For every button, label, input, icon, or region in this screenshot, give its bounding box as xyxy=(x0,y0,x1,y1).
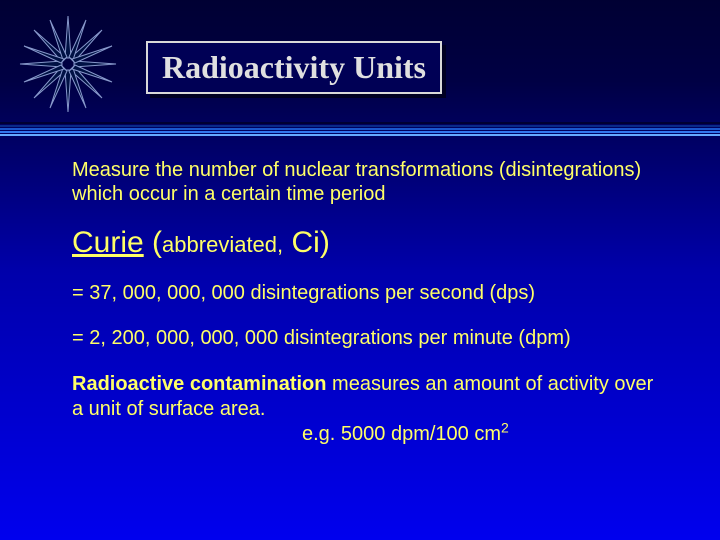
curie-abbrev-label: abbreviated, xyxy=(162,232,283,257)
example-value: 5000 dpm/100 cm xyxy=(341,423,501,445)
curie-name: Curie xyxy=(72,226,144,259)
slide-title: Radioactivity Units xyxy=(162,49,426,85)
divider xyxy=(0,122,720,138)
contamination-lead: Radioactive contamination xyxy=(72,373,327,395)
contamination-example: e.g. 5000 dpm/100 cm2 xyxy=(72,422,668,447)
intro-paragraph: Measure the number of nuclear transforma… xyxy=(72,158,668,206)
curie-symbol: Ci xyxy=(291,226,319,259)
title-row: Radioactivity Units xyxy=(0,0,720,114)
dpm-line: = 2, 200, 000, 000, 000 disintegrations … xyxy=(72,327,668,350)
paren-open: ( xyxy=(152,226,162,259)
content-area: Measure the number of nuclear transforma… xyxy=(0,138,720,447)
starburst-icon xyxy=(18,14,118,114)
contamination-block: Radioactive contamination measures an am… xyxy=(72,372,668,447)
example-exponent: 2 xyxy=(501,419,509,435)
curie-heading: Curie (abbreviated, Ci) xyxy=(72,226,668,260)
paren-close: ) xyxy=(320,226,330,259)
title-box: Radioactivity Units xyxy=(146,41,442,94)
example-prefix: e.g. xyxy=(302,423,341,445)
dps-line: = 37, 000, 000, 000 disintegrations per … xyxy=(72,282,668,305)
